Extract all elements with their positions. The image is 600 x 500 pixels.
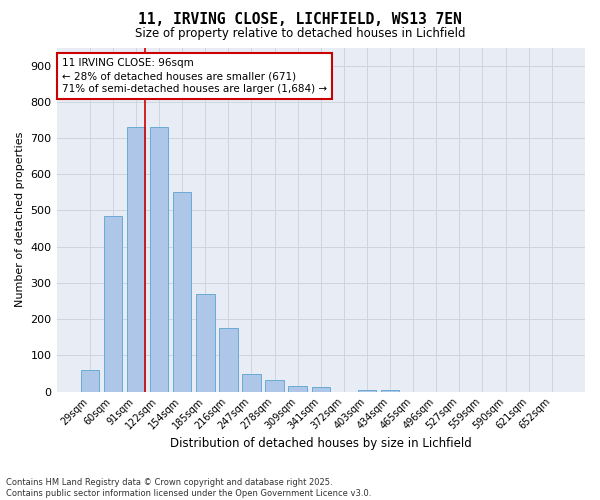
Text: 11, IRVING CLOSE, LICHFIELD, WS13 7EN: 11, IRVING CLOSE, LICHFIELD, WS13 7EN	[138, 12, 462, 28]
Bar	[265, 380, 284, 392]
Bar	[219, 328, 238, 392]
X-axis label: Distribution of detached houses by size in Lichfield: Distribution of detached houses by size …	[170, 437, 472, 450]
Bar	[242, 374, 261, 392]
Text: Contains HM Land Registry data © Crown copyright and database right 2025.
Contai: Contains HM Land Registry data © Crown c…	[6, 478, 371, 498]
Bar	[80, 370, 99, 392]
Bar	[381, 390, 400, 392]
Bar	[104, 216, 122, 392]
Y-axis label: Number of detached properties: Number of detached properties	[15, 132, 25, 307]
Text: 11 IRVING CLOSE: 96sqm
← 28% of detached houses are smaller (671)
71% of semi-de: 11 IRVING CLOSE: 96sqm ← 28% of detached…	[62, 58, 327, 94]
Bar	[311, 387, 330, 392]
Bar	[127, 127, 145, 392]
Bar	[196, 294, 215, 392]
Bar	[289, 386, 307, 392]
Bar	[150, 127, 169, 392]
Bar	[358, 390, 376, 392]
Bar	[173, 192, 191, 392]
Text: Size of property relative to detached houses in Lichfield: Size of property relative to detached ho…	[135, 28, 465, 40]
